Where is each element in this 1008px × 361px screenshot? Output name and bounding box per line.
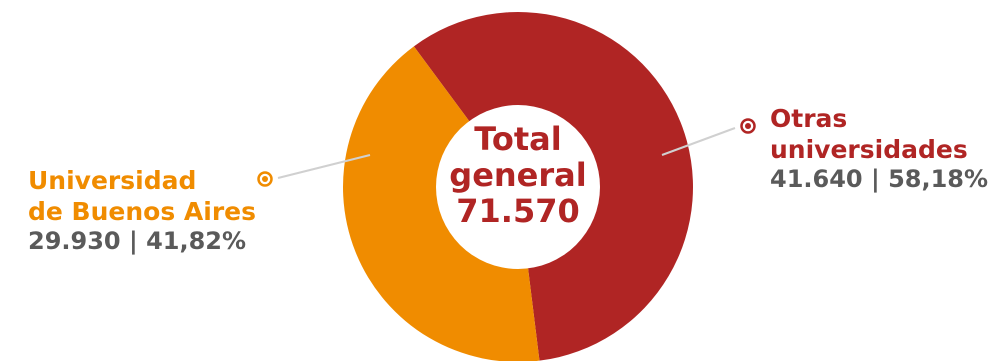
marker-universidad-de-buenos-aires xyxy=(257,171,273,187)
label-name-line-1: Universidad xyxy=(28,166,197,195)
label-name-line-2: de Buenos Aires xyxy=(28,196,257,226)
total-general-label: Total general 71.570 xyxy=(418,120,618,230)
label-otras-universidades: Otras universidades 41.640 | 58,18% xyxy=(770,104,988,194)
marker-dot-universidad-de-buenos-aires xyxy=(262,176,268,182)
total-line-1: Total xyxy=(474,120,562,158)
label-universidad-de-buenos-aires: Universidad de Buenos Aires 29.930 | 41,… xyxy=(28,166,256,256)
label-name-line-1: Otras xyxy=(770,104,848,133)
marker-dot-otras-universidades xyxy=(745,123,751,129)
leader-line-universidad-de-buenos-aires xyxy=(277,154,371,179)
marker-otras-universidades xyxy=(740,118,756,134)
label-value: 29.930 | 41,82% xyxy=(28,227,247,255)
leader-line-otras-universidades xyxy=(661,127,736,156)
donut-hole xyxy=(436,105,600,269)
label-name-line-2: universidades xyxy=(770,134,968,164)
total-value: 71.570 xyxy=(456,191,580,230)
total-line-2: general xyxy=(449,155,587,194)
label-value: 41.640 | 58,18% xyxy=(770,165,989,193)
